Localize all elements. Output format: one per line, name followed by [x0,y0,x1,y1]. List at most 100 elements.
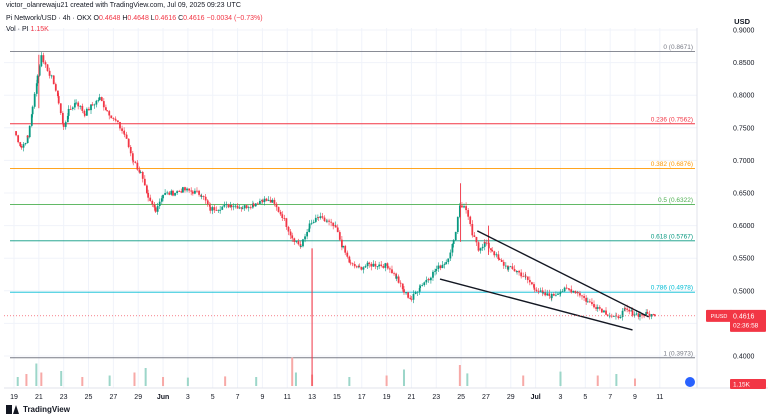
candle-body [449,252,452,259]
candle-body [344,245,347,253]
candle-body [106,110,109,112]
candle-body [544,292,547,296]
candle-body [432,271,434,278]
candle-body [93,104,96,106]
candle-body [516,270,518,272]
candle-body [149,197,152,201]
candle-body [249,207,252,209]
candle-body [62,123,65,127]
symbol-label[interactable]: Pi Network/USD · 4h · OKX [6,15,92,22]
candle-body [17,135,20,143]
candle-body [211,207,214,211]
candle-body [15,131,17,136]
candle-body [528,279,531,283]
candle-body [125,134,128,139]
x-tick-label: 27 [482,394,490,401]
candle-body [215,210,218,212]
candle-body [277,207,280,212]
candle-body [574,290,577,294]
candle-body [559,293,561,295]
candle-body [263,198,266,203]
volume-bar [40,372,43,386]
candle-body [293,238,296,242]
candle-body [481,246,484,249]
candle-body [435,269,438,271]
candle-body [243,205,246,209]
candle-body [581,295,583,297]
x-tick-label: 11 [656,394,663,401]
candle-body [608,315,611,317]
candle-body [151,200,154,205]
candle-body [391,269,393,274]
volume-label: Vol · PI [6,26,29,33]
candle-body [513,268,516,272]
candle-body [188,188,191,191]
candle-body [605,310,607,315]
candle-body [410,298,413,300]
candle-body [131,153,134,161]
candle-body [360,266,363,270]
candle-body [382,265,385,268]
x-tick-label: 7 [236,394,240,401]
candle-body [123,130,126,134]
candle-body [434,270,436,272]
candle-body [254,203,257,207]
volume-bar [25,374,28,386]
candle-body [232,206,235,208]
candle-body [334,225,337,228]
x-tick-label: 5 [211,394,215,401]
candle-body [200,196,203,197]
candle-body [191,191,194,194]
tradingview-brand[interactable]: TradingView [6,405,70,414]
fib-level-label: 0.236 (0.7562) [651,116,693,123]
candle-body [550,293,553,299]
candle-body [221,206,224,210]
candle-body [136,162,139,170]
candle-body [364,266,367,268]
fib-level-label: 0.618 (0.5767) [651,233,693,240]
candle-body [105,107,107,111]
candle-body [147,192,150,198]
candle-body [283,218,286,219]
candle-body [631,310,634,316]
candle-body [495,254,498,256]
y-tick-label: 0.5000 [733,288,755,295]
candle-body [259,200,261,204]
candle-body [559,291,562,294]
fib-level-label: 0 (0.8671) [663,44,693,51]
candle-body [395,273,398,279]
candle-body [194,190,196,194]
y-tick-label: 0.8000 [733,93,755,100]
x-tick-label: Jul [531,394,541,401]
candle-body [204,196,207,201]
candle-body [461,205,463,208]
y-tick-label: 0.5500 [733,256,755,263]
candle-body [630,310,633,312]
candle-body [399,282,402,284]
x-tick-label: 19 [383,394,391,401]
currency-label[interactable]: USD [734,17,750,26]
candle-body [64,122,67,127]
candle-body [26,135,29,144]
candle-body [114,118,117,120]
candle-body [621,310,624,318]
candle-body [389,268,391,270]
candle-body [362,267,365,270]
candle-body [626,308,629,310]
candle-body [441,264,444,269]
candle-body [138,169,141,173]
candle-body [308,228,311,232]
candle-body [606,314,609,316]
candle-body [416,291,419,293]
candle-body [50,75,53,77]
candle-body [456,216,459,232]
y-tick-label: 0.6000 [733,223,755,230]
candle-body [465,208,467,211]
candle-body [570,289,573,293]
candle-body [202,196,205,197]
candle-body [174,193,176,196]
candle-body [66,115,69,123]
candle-body [213,207,216,211]
candle-body [289,231,292,236]
